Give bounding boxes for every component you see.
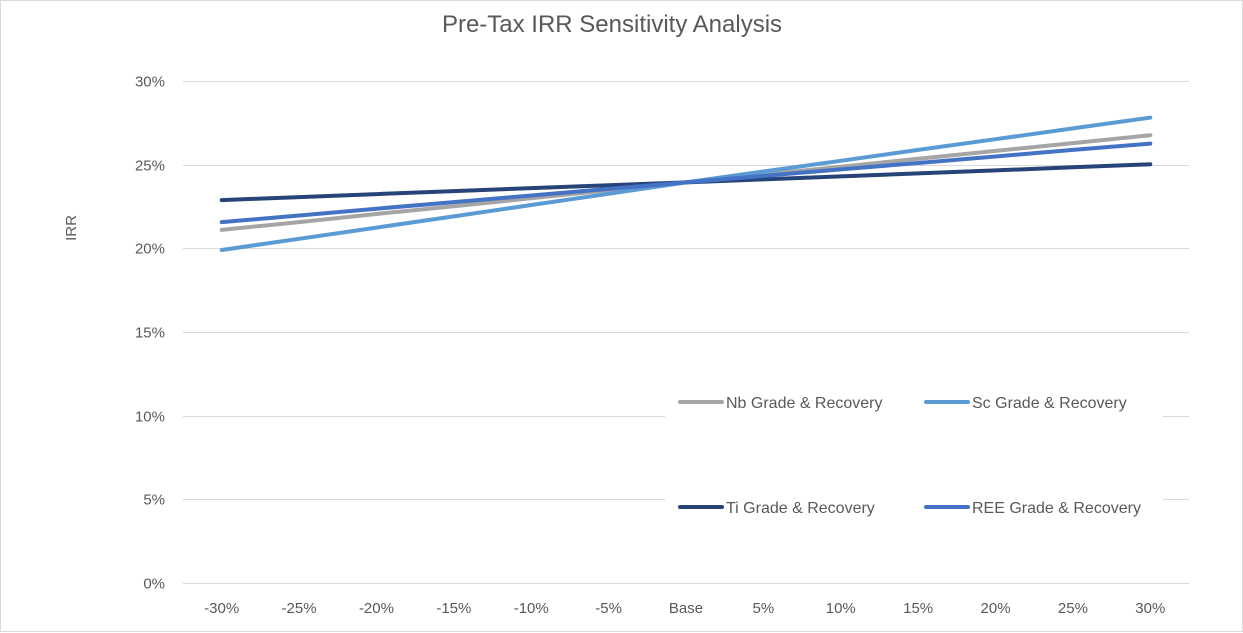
x-tick-label: -5% bbox=[595, 600, 622, 617]
x-tick-label: -10% bbox=[514, 600, 549, 617]
x-axis-ticks: -30% -25% -20% -15% -10% -5% Base 5% 10% 15% 20% 25… bbox=[204, 600, 1165, 617]
x-tick-label: 25% bbox=[1058, 600, 1088, 617]
series-line-3 bbox=[219, 141, 1153, 225]
x-tick-label: 15% bbox=[903, 600, 933, 617]
y-tick-label: 0% bbox=[143, 576, 165, 593]
x-tick-label: -15% bbox=[436, 600, 471, 617]
legend-label-3: REE Grade & Recovery bbox=[972, 500, 1141, 517]
y-tick-label: 20% bbox=[135, 241, 165, 258]
y-tick-label: 30% bbox=[135, 74, 165, 91]
legend-label-2: Ti Grade & Recovery bbox=[726, 500, 875, 517]
x-tick-label: -30% bbox=[204, 600, 239, 617]
y-tick-label: 10% bbox=[135, 409, 165, 426]
y-tick-label: 25% bbox=[135, 158, 165, 175]
y-tick-label: 5% bbox=[143, 492, 165, 509]
legend-label-1: Sc Grade & Recovery bbox=[972, 395, 1127, 412]
x-tick-label: 20% bbox=[981, 600, 1011, 617]
legend: Nb Grade & Recovery Sc Grade & Recovery Ti… bbox=[665, 384, 1163, 531]
x-tick-label: Base bbox=[669, 600, 703, 617]
legend-label-0: Nb Grade & Recovery bbox=[726, 395, 883, 412]
x-tick-label: -20% bbox=[359, 600, 394, 617]
y-axis-ticks: 0% 5% 10% 15% 20% 25% 30% bbox=[135, 74, 165, 593]
x-tick-label: 10% bbox=[826, 600, 856, 617]
x-tick-label: -25% bbox=[282, 600, 317, 617]
y-tick-label: 15% bbox=[135, 325, 165, 342]
x-tick-label: 30% bbox=[1135, 600, 1165, 617]
series-lines bbox=[219, 115, 1153, 252]
x-tick-label: 5% bbox=[753, 600, 775, 617]
y-axis-label: IRR bbox=[63, 215, 80, 241]
chart-title: Pre-Tax IRR Sensitivity Analysis bbox=[442, 11, 782, 38]
legend-background bbox=[665, 384, 1163, 531]
